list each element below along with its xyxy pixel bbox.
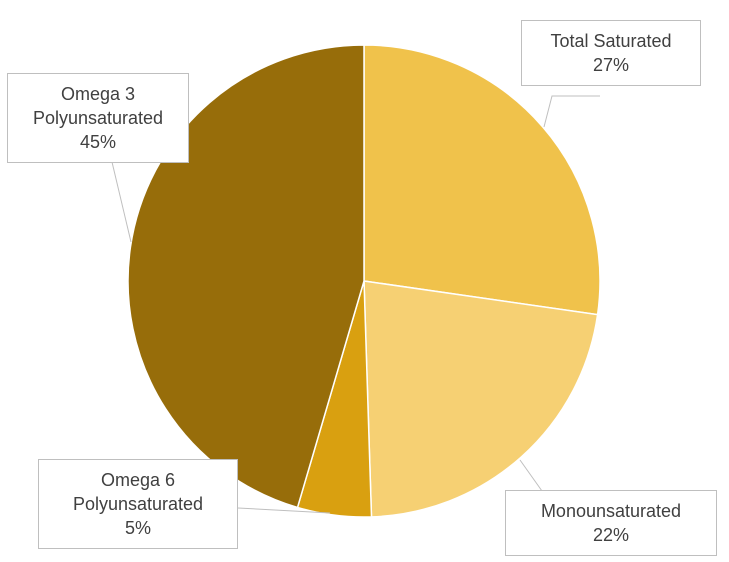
pie-slices bbox=[127, 44, 601, 518]
callout-value: 27% bbox=[592, 55, 630, 75]
callout-omega-3: Omega 3 Polyunsaturated 45% bbox=[7, 73, 189, 163]
callout-value: 22% bbox=[592, 525, 630, 545]
leader-line-2 bbox=[237, 507, 331, 514]
callout-label-line: Monounsaturated bbox=[540, 501, 682, 521]
callout-label-line: Omega 3 bbox=[60, 84, 136, 104]
pie-slice-1 bbox=[363, 280, 599, 518]
callout-label-line: Polyunsaturated bbox=[32, 108, 164, 128]
leader-line-0 bbox=[543, 95, 600, 128]
pie-slice-0 bbox=[363, 44, 601, 316]
callout-omega-6: Omega 6 Polyunsaturated 5% bbox=[38, 459, 238, 549]
callout-monounsaturated: Monounsaturated 22% bbox=[505, 490, 717, 556]
callout-value: 5% bbox=[124, 518, 151, 538]
callout-total-saturated: Total Saturated 27% bbox=[521, 20, 701, 86]
callout-label-line: Polyunsaturated bbox=[72, 494, 204, 514]
callout-label-line: Total Saturated bbox=[550, 31, 672, 51]
callout-leader-lines bbox=[111, 95, 600, 514]
leader-line-3 bbox=[111, 161, 132, 243]
callout-label-line: Omega 6 bbox=[100, 470, 176, 490]
leader-line-1 bbox=[519, 459, 543, 492]
callout-value: 45% bbox=[79, 132, 117, 152]
